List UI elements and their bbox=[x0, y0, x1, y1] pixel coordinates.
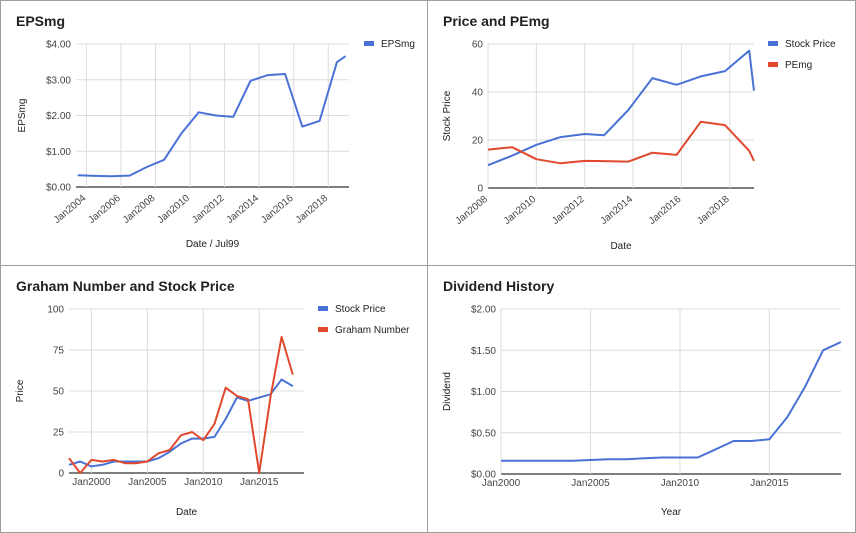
chart-title: Dividend History bbox=[443, 278, 555, 294]
x-axis-label: Date bbox=[176, 507, 198, 518]
chart-panel-dividend: Dividend History $0.00 $0.50 $1.00 $1.50 $2.… bbox=[427, 265, 856, 533]
price-pemg-chart: 0 20 40 60 Jan2008 Jan2010 Jan2012 Jan2014 Jan20… bbox=[442, 39, 836, 252]
series-line bbox=[77, 55, 347, 178]
legend-swatch bbox=[768, 41, 778, 46]
y-tick-label: $2.00 bbox=[46, 111, 71, 122]
y-tick-label: $2.00 bbox=[471, 305, 496, 316]
x-axis-label: Date / Jul99 bbox=[186, 239, 240, 250]
y-tick-label: $1.00 bbox=[46, 147, 71, 158]
x-axis-label: Year bbox=[661, 507, 682, 518]
x-tick-label: Jan2005 bbox=[128, 477, 167, 488]
legend-label: PEmg bbox=[785, 60, 812, 71]
chart-panel-graham: Graham Number and Stock Price 0 25 50 75 100… bbox=[0, 265, 428, 533]
x-tick-label: Jan2004 bbox=[52, 193, 89, 226]
x-tick-label: Jan2000 bbox=[482, 478, 521, 489]
series-line bbox=[487, 120, 755, 165]
x-tick-label: Jan2014 bbox=[225, 193, 262, 226]
y-tick-label: $1.50 bbox=[471, 346, 496, 357]
chart-title: Graham Number and Stock Price bbox=[16, 278, 235, 294]
x-axis-label: Date bbox=[610, 241, 632, 252]
x-tick-label: Jan2000 bbox=[72, 477, 111, 488]
x-tick-label: Jan2010 bbox=[502, 194, 539, 227]
x-tick-label: Jan2010 bbox=[661, 478, 700, 489]
y-tick-label: 40 bbox=[472, 88, 484, 99]
epsmg-chart: $0.00$1.00$2.00$3.00$4.00Jan2004Jan2006J… bbox=[17, 39, 415, 250]
series-line bbox=[487, 49, 755, 167]
x-tick-label: Jan2014 bbox=[599, 194, 636, 227]
x-tick-label: Jan2006 bbox=[86, 193, 123, 226]
y-axis-label: Price bbox=[15, 379, 26, 402]
x-tick-label: Jan2016 bbox=[647, 194, 684, 227]
series-line bbox=[68, 335, 294, 474]
y-tick-label: 0 bbox=[477, 184, 483, 195]
y-tick-label: $0.00 bbox=[471, 470, 496, 481]
legend-label: EPSmg bbox=[381, 39, 415, 50]
x-tick-label: Jan2015 bbox=[750, 478, 789, 489]
x-tick-label: Jan2016 bbox=[259, 193, 296, 226]
dividend-chart: $0.00 $0.50 $1.00 $1.50 $2.00 Jan2000 Jan2005 J… bbox=[442, 305, 842, 518]
chart-title: EPSmg bbox=[16, 13, 66, 29]
y-tick-label: 75 bbox=[53, 346, 65, 357]
series-line bbox=[501, 341, 842, 462]
y-tick-label: $1.00 bbox=[471, 387, 496, 398]
y-tick-label: 20 bbox=[472, 136, 484, 147]
y-tick-label: 60 bbox=[472, 40, 484, 51]
legend-label: Stock Price bbox=[785, 39, 836, 50]
legend-swatch bbox=[768, 62, 778, 67]
y-tick-label: 25 bbox=[53, 428, 65, 439]
x-tick-label: Jan2018 bbox=[294, 193, 331, 226]
legend-swatch bbox=[318, 306, 328, 311]
x-tick-label: Jan2008 bbox=[121, 193, 158, 226]
y-tick-label: $3.00 bbox=[46, 75, 71, 86]
x-tick-label: Jan2005 bbox=[571, 478, 610, 489]
y-tick-label: 100 bbox=[47, 305, 64, 316]
y-tick-label: $4.00 bbox=[46, 40, 71, 51]
y-tick-label: 0 bbox=[58, 469, 64, 480]
x-tick-label: Jan2012 bbox=[190, 193, 227, 226]
chart-title: Price and PEmg bbox=[443, 13, 550, 29]
x-tick-label: Jan2015 bbox=[240, 477, 279, 488]
chart-panel-price-pemg: Price and PEmg 0 20 40 60 Jan2008 Jan2010 Jan2… bbox=[427, 0, 856, 266]
y-tick-label: 50 bbox=[53, 387, 65, 398]
chart-panel-epsmg: EPSmg $0.00 $1.00 $2.00 $3.00 $4.00 Jan2004 Ja… bbox=[0, 0, 428, 266]
x-tick-label: Jan2010 bbox=[155, 193, 192, 226]
legend-label: Stock Price bbox=[335, 304, 386, 315]
legend-swatch bbox=[318, 327, 328, 332]
x-tick-label: Jan2010 bbox=[184, 477, 223, 488]
x-tick-label: Jan2008 bbox=[453, 194, 490, 227]
series-line bbox=[68, 378, 294, 468]
graham-chart: 0 25 50 75 100 Jan2000 Jan2005 Jan2010 Jan2015 Da… bbox=[15, 304, 410, 518]
y-tick-label: $0.50 bbox=[471, 428, 496, 439]
legend-swatch bbox=[364, 41, 374, 46]
y-axis-label: EPSmg bbox=[17, 99, 28, 133]
legend-label: Graham Number bbox=[335, 325, 410, 336]
x-tick-label: Jan2018 bbox=[695, 194, 732, 227]
y-axis-label: Stock Price bbox=[442, 90, 453, 141]
y-axis-label: Dividend bbox=[442, 372, 453, 411]
y-tick-label: $0.00 bbox=[46, 183, 71, 194]
x-tick-label: Jan2012 bbox=[550, 194, 587, 227]
